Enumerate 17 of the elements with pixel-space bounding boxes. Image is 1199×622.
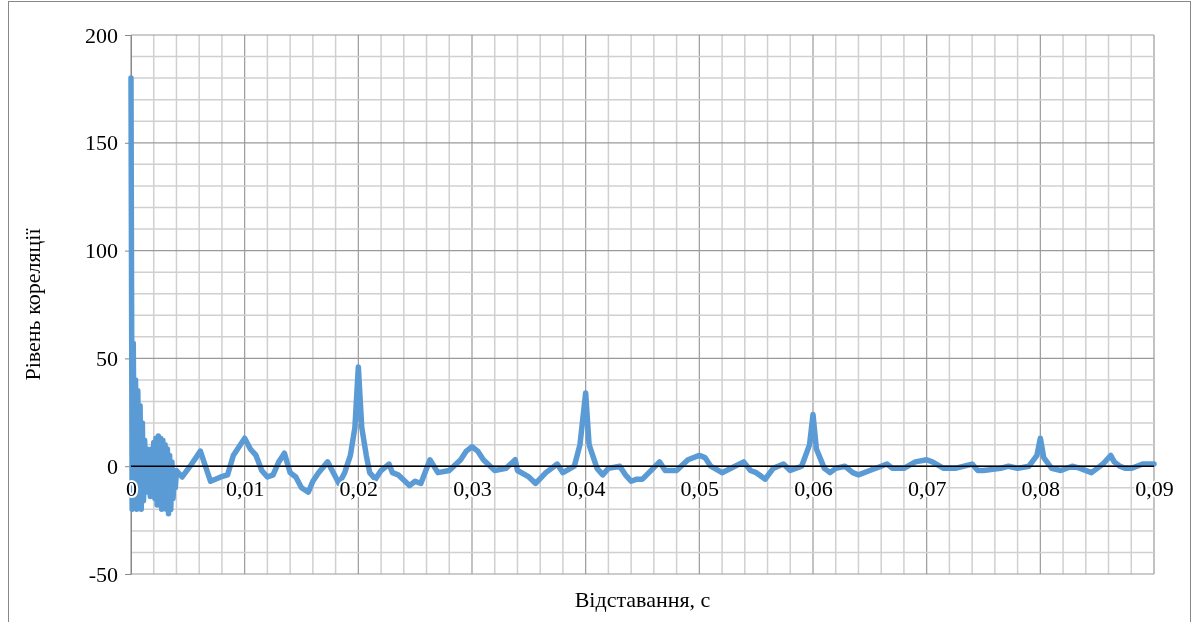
x-tick-label: 0,03 — [453, 475, 492, 501]
y-tick-label: 100 — [85, 238, 118, 264]
y-tick-label: 150 — [85, 130, 118, 156]
x-tick-label: 0,01 — [225, 475, 265, 501]
y-tick-label: 200 — [85, 22, 118, 48]
x-tick-label: 0,02 — [339, 475, 379, 501]
x-tick-label: 0,08 — [1021, 475, 1061, 501]
x-tick-label: 0,06 — [794, 475, 833, 501]
x-tick-label: 0,05 — [680, 475, 720, 501]
y-tick-label: -50 — [88, 561, 118, 587]
y-axis-title: Рівень кореляції — [20, 227, 45, 381]
x-tick-label: 0,04 — [566, 475, 606, 501]
y-tick-label: 0 — [107, 453, 118, 479]
x-tick-label: 0,07 — [907, 475, 947, 501]
x-axis-title: Відставання, с — [574, 587, 711, 612]
y-tick-label: 50 — [96, 345, 118, 371]
x-tick-label: 0,09 — [1135, 475, 1174, 501]
